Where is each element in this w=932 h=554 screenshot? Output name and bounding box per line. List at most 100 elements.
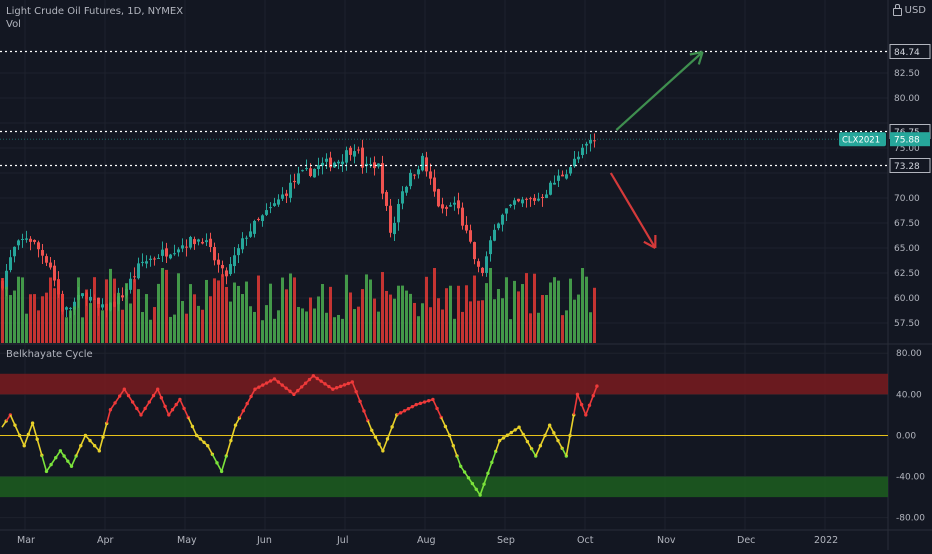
candle-body — [153, 259, 156, 260]
candle-body — [349, 148, 352, 155]
volume-bar — [393, 299, 396, 343]
volume-bar — [181, 301, 184, 343]
volume-bar — [405, 291, 408, 343]
volume-bar — [425, 277, 428, 343]
candle-body — [569, 167, 572, 173]
candle-body — [269, 207, 272, 208]
volume-bar — [301, 308, 304, 343]
oscillator-tick-label: -40.00 — [896, 473, 925, 483]
time-tick-label: Apr — [97, 535, 114, 546]
lower-zone — [0, 477, 888, 498]
time-tick-label: Oct — [577, 535, 594, 546]
volume-bar — [153, 307, 156, 343]
volume-bar — [249, 306, 252, 343]
candle-body — [421, 156, 424, 171]
candle-body — [525, 199, 528, 200]
oscillator-segment — [28, 423, 32, 434]
oscillator-segment — [107, 410, 111, 424]
volume-bar — [193, 294, 196, 343]
volume-bar — [437, 298, 440, 343]
volume-bar — [261, 320, 264, 343]
candle-body — [65, 307, 68, 309]
volume-bar — [113, 279, 116, 343]
candle-body — [377, 164, 380, 167]
candle-body — [461, 208, 464, 226]
candle-body — [157, 258, 160, 259]
volume-bar — [545, 295, 548, 343]
volume-bar — [365, 274, 368, 343]
candle-body — [25, 238, 28, 239]
volume-bar — [9, 295, 12, 343]
candle-body — [545, 194, 548, 198]
volume-bar — [53, 288, 56, 343]
volume-bar — [149, 320, 152, 343]
candle-body — [405, 187, 408, 193]
volume-bar — [529, 313, 532, 343]
volume-bar — [381, 272, 384, 343]
candle-body — [149, 259, 152, 260]
indicator-title[interactable]: Belkhayate Cycle — [6, 349, 93, 360]
up-arrow-shaft — [616, 52, 702, 130]
volume-bar — [321, 284, 324, 343]
volume-bar — [225, 287, 228, 343]
candle-body — [225, 270, 228, 276]
volume-bar — [589, 312, 592, 343]
candle-body — [197, 239, 200, 241]
volume-bar — [121, 310, 124, 343]
candle-body — [429, 171, 432, 178]
symbol-tag-label: CLX2021 — [842, 136, 880, 146]
volume-bar — [49, 277, 52, 343]
volume-bar — [585, 277, 588, 343]
candle-body — [497, 224, 500, 229]
candle-body — [541, 197, 544, 198]
oscillator-segment — [222, 456, 227, 471]
candle-body — [441, 204, 444, 208]
volume-bar — [209, 296, 212, 343]
volume-bar — [349, 292, 352, 343]
last-price-label: 75.88 — [894, 136, 920, 146]
volume-bar — [173, 315, 176, 343]
volume-bar — [325, 313, 328, 343]
volume-bar — [29, 294, 32, 343]
volume-bar — [553, 277, 556, 343]
volume-bar — [557, 281, 560, 343]
level-label: 73.28 — [894, 162, 920, 172]
volume-bar — [501, 298, 504, 343]
volume-bar — [161, 268, 164, 343]
candle-body — [289, 183, 292, 198]
oscillator-segment — [488, 462, 492, 473]
candle-body — [581, 148, 584, 155]
volume-bar — [265, 305, 268, 343]
volume-bar — [413, 303, 416, 343]
volume-bar — [309, 297, 312, 343]
candle-body — [561, 175, 564, 177]
volume-bar — [101, 310, 104, 343]
volume-bar — [57, 279, 60, 343]
oscillator-segment — [231, 425, 236, 440]
candle-body — [397, 204, 400, 222]
candle-body — [509, 205, 512, 206]
volume-bar — [105, 279, 108, 343]
volume-bar — [401, 286, 404, 343]
currency-label: USD — [905, 5, 926, 16]
candle-body — [81, 293, 84, 296]
volume-bar — [409, 294, 412, 343]
oscillator-segment — [387, 427, 392, 439]
volume-label[interactable]: Vol — [6, 18, 183, 31]
candle-body — [101, 304, 104, 307]
candle-body — [593, 140, 596, 141]
candle-body — [453, 203, 456, 205]
symbol-title[interactable]: Light Crude Oil Futures, 1D, NYMEX — [6, 5, 183, 18]
candle-body — [9, 257, 12, 270]
candle-body — [393, 223, 396, 234]
currency-button[interactable]: USD — [893, 5, 926, 16]
candle-body — [217, 260, 220, 265]
volume-bar — [69, 310, 72, 343]
oscillator-segment — [37, 439, 42, 455]
candle-body — [301, 170, 304, 171]
volume-bar — [385, 291, 388, 343]
volume-bar — [513, 281, 516, 343]
candle-body — [181, 245, 184, 248]
